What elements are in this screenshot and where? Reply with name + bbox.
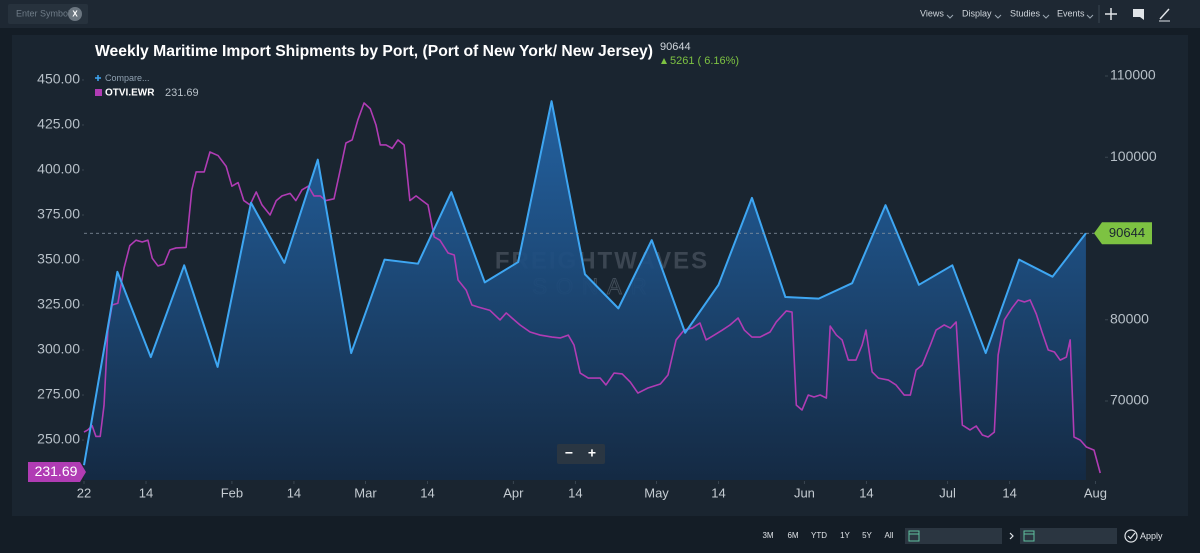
y2-tick-label: 110000 xyxy=(1110,67,1156,83)
x-tick-label: May xyxy=(644,485,669,500)
area xyxy=(84,101,1086,480)
line xyxy=(83,102,1102,474)
x-tick-label: Mar xyxy=(354,485,377,500)
compare-button[interactable]: Compare... xyxy=(105,73,150,83)
legend-swatch xyxy=(95,89,102,96)
change-percent: ( 6.16%) xyxy=(697,55,739,67)
menu-item[interactable]: Studies xyxy=(1010,8,1041,18)
range-button[interactable]: 5Y xyxy=(862,531,872,540)
y-tick-label: 325.00 xyxy=(37,296,80,312)
x-tick-label: 14 xyxy=(859,485,873,500)
x-tick-label: 14 xyxy=(568,485,582,500)
y-tick-label: 250.00 xyxy=(37,431,80,447)
calendar-icon xyxy=(908,530,920,542)
date-arrow xyxy=(1009,532,1014,540)
range-button[interactable]: 6M xyxy=(787,531,798,540)
apply-button[interactable]: Apply xyxy=(1140,531,1163,541)
calendar-icon xyxy=(1023,530,1035,542)
y-tick-label: 350.00 xyxy=(37,251,80,267)
menu-chevron xyxy=(994,14,1002,19)
y-tick-label: 425.00 xyxy=(37,116,80,132)
apply-icon xyxy=(1127,532,1136,540)
symbol-placeholder: Enter Symbol xyxy=(16,8,70,18)
y-tick-label: 400.00 xyxy=(37,161,80,177)
apply-icon xyxy=(1124,529,1138,543)
zoom-out[interactable]: − xyxy=(565,445,573,461)
range-button[interactable]: 3M xyxy=(762,531,773,540)
last-value-tag xyxy=(1094,222,1152,245)
y2-tick-label: 100000 xyxy=(1110,148,1157,164)
x-tick-label: Feb xyxy=(221,485,243,500)
current-value: 90644 xyxy=(660,41,691,53)
legend-name: OTVI.EWR xyxy=(105,88,155,99)
up-arrow xyxy=(661,58,667,64)
x-tick-label: 14 xyxy=(287,485,301,500)
x-tick-label: 22 xyxy=(77,485,91,500)
date-input[interactable] xyxy=(1020,528,1117,544)
date-input[interactable] xyxy=(905,528,1002,544)
line xyxy=(83,100,1087,466)
menu-item[interactable]: Events xyxy=(1057,8,1085,18)
x-tick-label: 14 xyxy=(139,485,153,500)
y-tick-label: 275.00 xyxy=(37,386,80,402)
comment-icon xyxy=(1140,17,1144,20)
range-button[interactable]: All xyxy=(885,531,894,540)
top-bar xyxy=(0,0,1200,28)
change-value: 5261 xyxy=(670,55,694,67)
zoom-in[interactable]: + xyxy=(588,445,596,461)
x-tick-label: Aug xyxy=(1084,485,1107,500)
last-value-label: 90644 xyxy=(1109,225,1145,240)
clear-button[interactable] xyxy=(68,7,82,21)
x-tick-label: 14 xyxy=(1002,485,1016,500)
x-tick-label: 14 xyxy=(711,485,725,500)
change: 5261( 6.16%) xyxy=(670,55,739,67)
range-button[interactable]: 1Y xyxy=(840,531,850,540)
x-tick-label: Apr xyxy=(503,485,524,500)
menu-chevron xyxy=(946,14,954,19)
last-value-label: 231.69 xyxy=(35,463,78,479)
x-tick-label: Jun xyxy=(794,485,815,500)
range-button[interactable]: YTD xyxy=(811,531,827,540)
menu-chevron xyxy=(1042,14,1050,19)
y-tick-label: 450.00 xyxy=(37,71,80,87)
symbol-input[interactable] xyxy=(8,4,88,24)
x-tick-label: Jul xyxy=(939,485,956,500)
last-value-tag xyxy=(28,462,86,482)
draw-icon[interactable] xyxy=(1159,8,1170,20)
menu-chevron xyxy=(1086,14,1094,19)
legend-value: 231.69 xyxy=(165,87,199,99)
zoom-controls xyxy=(557,444,605,464)
y-tick-label: 375.00 xyxy=(37,206,80,222)
chart-title: Weekly Maritime Import Shipments by Port… xyxy=(95,43,653,60)
menu-item[interactable]: Display xyxy=(962,8,992,18)
y-tick-label: 300.00 xyxy=(37,341,80,357)
x-tick-label: 14 xyxy=(420,485,434,500)
y2-tick-label: 70000 xyxy=(1110,392,1149,408)
y2-tick-label: 80000 xyxy=(1110,310,1149,326)
comment-icon[interactable] xyxy=(1133,9,1144,17)
clear-label: X xyxy=(72,10,78,19)
menu-item[interactable]: Views xyxy=(920,8,944,18)
